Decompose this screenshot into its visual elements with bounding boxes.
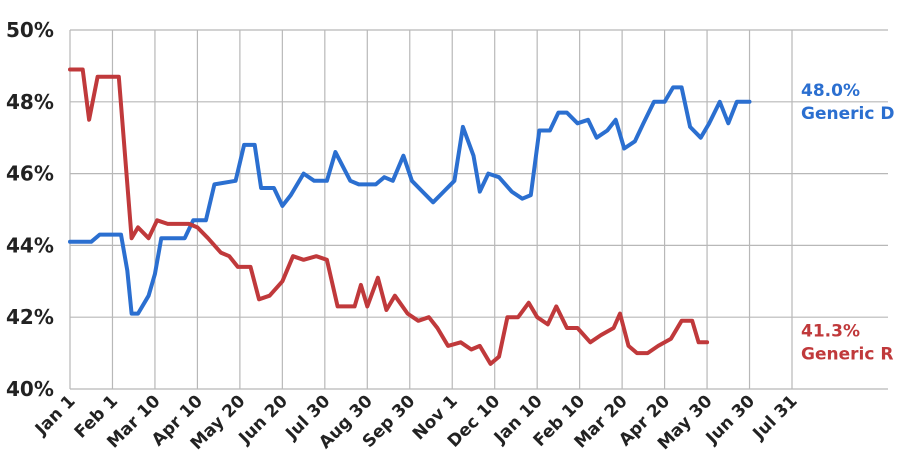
series-end-labels: 48.0% Generic D 41.3% Generic R <box>801 81 894 365</box>
gridlines <box>69 29 888 390</box>
y-tick-label: 44% <box>6 233 54 257</box>
series-line-generic-d <box>68 85 752 316</box>
y-tick-label: 50% <box>6 18 54 42</box>
series-name-label: Generic D <box>801 104 894 124</box>
x-tick-label: Jul 31 <box>749 391 802 444</box>
y-tick-label: 42% <box>6 305 54 329</box>
series-name-label: Generic R <box>801 344 893 364</box>
y-tick-label: 48% <box>6 90 54 114</box>
series-end-value: 41.3% <box>801 321 860 341</box>
series-lines <box>68 67 752 366</box>
y-tick-label: 46% <box>6 162 54 186</box>
y-tick-label: 40% <box>6 377 54 401</box>
series-end-value: 48.0% <box>801 81 860 101</box>
y-axis-tick-labels: 40% 42% 44% 46% 48% 50% <box>6 18 54 401</box>
series-line-generic-r <box>68 67 710 366</box>
